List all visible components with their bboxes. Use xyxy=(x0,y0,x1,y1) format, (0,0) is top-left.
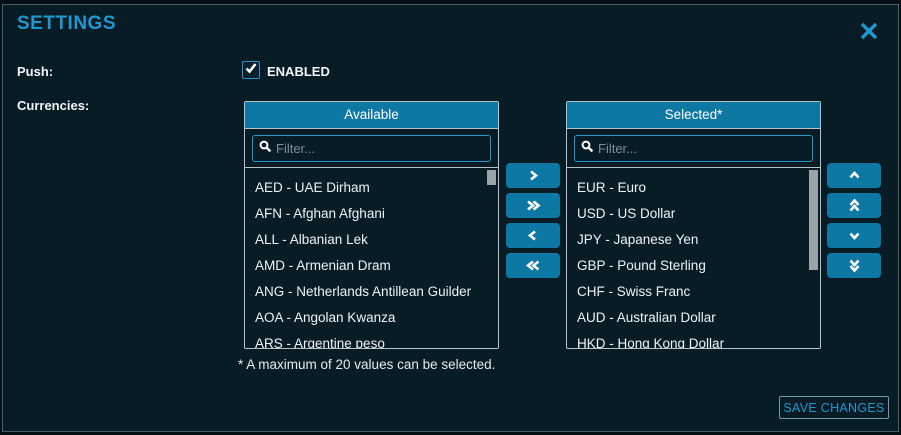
selected-scrollbar-thumb[interactable] xyxy=(809,170,818,270)
transfer-button-column xyxy=(506,163,560,283)
double-chevron-down-icon xyxy=(848,258,861,273)
move-all-down-button[interactable] xyxy=(827,253,881,278)
selected-panel-header: Selected* xyxy=(567,102,820,129)
page-title: SETTINGS xyxy=(17,13,117,34)
available-list-item[interactable]: AED - UAE Dirham xyxy=(255,180,370,195)
push-enabled-checkbox[interactable] xyxy=(242,61,260,79)
move-all-left-button[interactable] xyxy=(506,253,560,278)
save-changes-button[interactable]: SAVE CHANGES xyxy=(779,396,889,419)
currencies-label: Currencies: xyxy=(17,98,90,113)
available-panel: Available AED - UAE Dirham AFN - Afghan A… xyxy=(244,101,499,349)
available-filter-input[interactable] xyxy=(276,141,484,156)
selected-list-item[interactable]: EUR - Euro xyxy=(577,180,647,195)
available-list-item[interactable]: ANG - Netherlands Antillean Guilder xyxy=(255,284,472,299)
double-chevron-up-icon xyxy=(848,198,861,213)
available-list: AED - UAE Dirham AFN - Afghan Afghani ALL … xyxy=(245,168,498,348)
available-list-item[interactable]: ARS - Argentine peso xyxy=(255,336,385,348)
available-filter-box xyxy=(252,135,491,162)
available-list-item[interactable]: AFN - Afghan Afghani xyxy=(255,206,385,221)
available-scrollbar-thumb[interactable] xyxy=(487,170,496,185)
chevron-down-icon xyxy=(848,230,861,241)
chevron-right-icon xyxy=(527,169,539,182)
available-list-item[interactable]: ALL - Albanian Lek xyxy=(255,232,368,247)
available-panel-header: Available xyxy=(245,102,498,129)
move-left-button[interactable] xyxy=(506,223,560,248)
available-filter-row xyxy=(245,129,498,168)
available-list-item[interactable]: AOA - Angolan Kwanza xyxy=(255,310,396,325)
max-values-note: * A maximum of 20 values can be selected… xyxy=(238,357,496,372)
move-up-button[interactable] xyxy=(827,163,881,188)
selected-list-items: EUR - Euro USD - US Dollar JPY - Japanese … xyxy=(567,168,820,348)
chevron-up-icon xyxy=(848,170,861,181)
selected-list-item[interactable]: GBP - Pound Sterling xyxy=(577,258,706,273)
move-all-right-button[interactable] xyxy=(506,193,560,218)
search-icon xyxy=(581,140,594,158)
selected-list: EUR - Euro USD - US Dollar JPY - Japanese … xyxy=(567,168,820,348)
selected-panel: Selected* EUR - Euro USD - US Dollar JPY -… xyxy=(566,101,821,349)
available-list-item[interactable]: AMD - Armenian Dram xyxy=(255,258,391,273)
double-chevron-left-icon xyxy=(525,259,541,272)
selected-filter-box xyxy=(574,135,813,162)
chevron-left-icon xyxy=(527,229,539,242)
close-icon[interactable] xyxy=(855,17,883,45)
move-all-up-button[interactable] xyxy=(827,193,881,218)
push-enabled-checkbox-label: ENABLED xyxy=(267,64,330,79)
selected-list-item[interactable]: USD - US Dollar xyxy=(577,206,676,221)
checkmark-icon xyxy=(244,61,258,80)
selected-filter-row xyxy=(567,129,820,168)
double-chevron-right-icon xyxy=(525,199,541,212)
selected-list-item[interactable]: JPY - Japanese Yen xyxy=(577,232,699,247)
settings-dialog: SETTINGS Push: ENABLED Currencies: Avail… xyxy=(2,4,899,432)
available-list-items: AED - UAE Dirham AFN - Afghan Afghani ALL … xyxy=(245,168,498,348)
push-label: Push: xyxy=(17,64,54,79)
selected-list-item[interactable]: AUD - Australian Dollar xyxy=(577,310,716,325)
move-down-button[interactable] xyxy=(827,223,881,248)
selected-list-item[interactable]: HKD - Hong Kong Dollar xyxy=(577,336,725,348)
selected-filter-input[interactable] xyxy=(598,141,806,156)
move-right-button[interactable] xyxy=(506,163,560,188)
search-icon xyxy=(259,140,272,158)
order-button-column xyxy=(827,163,881,283)
selected-list-item[interactable]: CHF - Swiss Franc xyxy=(577,284,691,299)
